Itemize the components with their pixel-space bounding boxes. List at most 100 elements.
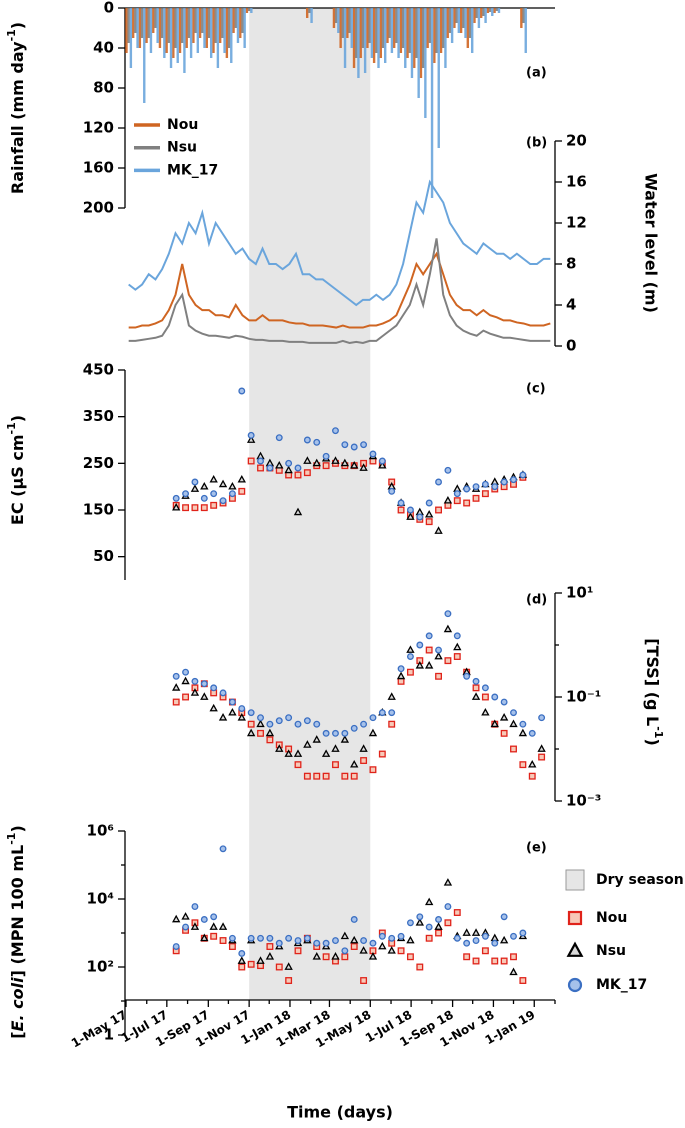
rain-bar — [370, 8, 374, 58]
data-point — [200, 916, 208, 923]
data-point — [341, 729, 349, 737]
data-point — [200, 481, 209, 490]
label-part: Rainfall (mm day — [8, 41, 27, 194]
data-point — [444, 903, 452, 910]
data-point — [387, 692, 396, 700]
data-point — [312, 735, 321, 743]
rain-bar — [225, 8, 229, 58]
data-point — [528, 759, 537, 768]
y-tick-label: 10² — [87, 958, 114, 976]
y-tick-label: 250 — [83, 454, 114, 472]
data-point — [210, 501, 218, 509]
data-point — [294, 937, 302, 944]
data-point — [359, 946, 368, 954]
data-point — [435, 916, 442, 923]
data-point — [406, 653, 414, 660]
rain-bar — [167, 8, 171, 43]
label-part: ) — [8, 22, 27, 29]
rain-bar — [435, 8, 438, 53]
rain-bar — [401, 8, 405, 48]
data-point — [360, 977, 368, 984]
y-tick-label: 1 — [104, 1026, 114, 1044]
legend-marker — [567, 910, 583, 926]
rain-bar — [343, 8, 347, 68]
data-point — [444, 610, 452, 618]
rain-bar — [154, 8, 157, 28]
label-part: EC (µS cm — [8, 434, 27, 525]
data-point — [378, 750, 386, 758]
rain-bar — [169, 8, 173, 68]
rain-bar — [127, 8, 130, 43]
rain-bar — [183, 8, 186, 73]
rain-bar — [131, 8, 135, 38]
water-level-line — [128, 238, 551, 344]
data-point — [257, 457, 264, 465]
data-point — [528, 729, 536, 737]
data-point — [275, 963, 283, 971]
rain-bar — [214, 8, 217, 43]
data-point — [519, 720, 527, 728]
data-point — [519, 471, 527, 479]
data-point — [265, 728, 275, 737]
rain-bar — [178, 8, 182, 53]
rain-bar — [174, 8, 177, 48]
data-point — [519, 761, 527, 769]
data-point — [322, 452, 330, 460]
rain-bar — [430, 8, 434, 198]
rain-bar — [379, 8, 382, 58]
data-point — [406, 668, 414, 676]
data-point — [181, 676, 190, 685]
data-point — [191, 903, 199, 910]
rain-bar — [495, 8, 498, 11]
rain-bar — [241, 8, 244, 33]
rain-bar — [147, 8, 150, 38]
data-point — [397, 947, 405, 955]
rain-bar — [479, 8, 483, 18]
data-point — [303, 717, 311, 725]
data-point — [190, 484, 200, 492]
data-point — [321, 749, 331, 757]
data-point — [228, 943, 236, 950]
data-point — [416, 913, 424, 921]
data-point — [200, 680, 208, 688]
data-point — [350, 935, 359, 944]
rain-bar — [462, 8, 465, 28]
data-point — [265, 952, 275, 960]
data-point — [519, 929, 527, 937]
rain-bar — [406, 8, 409, 58]
y-tick-label: 40 — [93, 39, 114, 57]
data-point — [360, 757, 368, 764]
rain-bar — [185, 8, 188, 48]
data-point — [257, 729, 264, 737]
rain-bar — [158, 8, 162, 48]
data-point — [322, 729, 330, 737]
rain-bar — [223, 8, 226, 53]
y-axis-label: EC (µS cm-1) — [5, 415, 27, 525]
data-point — [443, 624, 453, 633]
data-point — [341, 441, 349, 449]
data-point — [472, 677, 480, 685]
legend-label: Nou — [596, 910, 627, 926]
y-tick-label: 4 — [566, 296, 576, 314]
data-point — [415, 660, 424, 669]
data-point — [406, 645, 415, 653]
data-point — [499, 712, 509, 721]
data-point — [312, 458, 321, 467]
data-point — [471, 928, 481, 936]
data-point — [435, 506, 442, 514]
y-axis-label: Rainfall (mm day-1) — [5, 22, 27, 194]
data-point — [303, 772, 311, 780]
data-point — [425, 646, 433, 654]
data-point — [294, 464, 302, 472]
rain-bar — [196, 8, 200, 53]
data-point — [453, 909, 461, 916]
data-point — [388, 487, 396, 495]
data-point — [218, 712, 228, 721]
data-point — [350, 759, 359, 768]
data-point — [219, 689, 227, 697]
data-point — [491, 693, 499, 701]
data-point — [472, 684, 480, 692]
data-point — [247, 720, 255, 728]
data-point — [369, 766, 377, 774]
rain-bar — [350, 8, 353, 48]
